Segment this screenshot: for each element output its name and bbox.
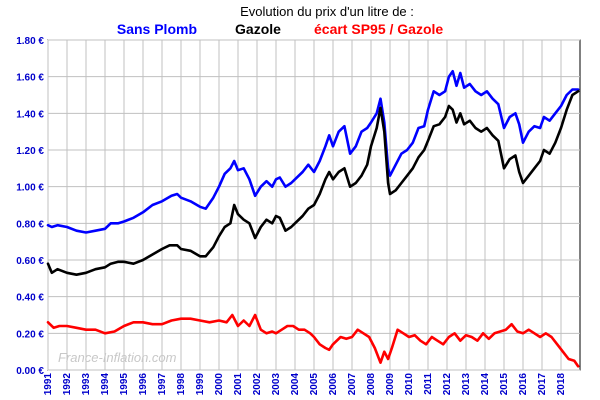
x-tick-label: 2002: [252, 373, 263, 396]
y-tick-label: 0.40 €: [16, 293, 44, 304]
x-tick-label: 2009: [385, 373, 396, 396]
x-tick-label: 1996: [138, 373, 149, 396]
x-tick-label: 2015: [499, 373, 510, 396]
legend-ecart: écart SP95 / Gazole: [314, 21, 443, 37]
x-tick-label: 2010: [404, 373, 415, 396]
x-tick-label: 2000: [214, 373, 225, 396]
x-tick-label: 2004: [290, 373, 301, 396]
y-axis: 0.00 € 0.20 € 0.40 € 0.60 € 0.80 € 1.00 € 1.20…: [16, 36, 44, 377]
x-tick-label: 1995: [119, 373, 130, 396]
legend-gazole: Gazole: [235, 21, 281, 37]
series-line-gazole: [46, 90, 580, 276]
legend-sans-plomb: Sans Plomb: [117, 21, 197, 37]
y-tick-label: 0.20 €: [16, 329, 44, 340]
x-tick-label: 2001: [233, 373, 244, 396]
x-tick-label: 2014: [480, 373, 491, 396]
x-tick-label: 1994: [100, 373, 111, 396]
x-tick-label: 1999: [195, 373, 206, 396]
x-axis: 1991 1992 1993 1994 1995 1996 1997 1998 1999 2000…: [43, 373, 567, 396]
watermark: France-Inflation.com: [58, 350, 177, 365]
y-tick-label: 0.80 €: [16, 219, 44, 230]
y-tick-label: 1.60 €: [16, 73, 44, 84]
y-tick-label: 1.20 €: [16, 146, 44, 157]
y-tick-label: 1.00 €: [16, 183, 44, 194]
gridlines: [47, 39, 580, 371]
y-tick-label: 1.40 €: [16, 109, 44, 120]
x-tick-label: 2005: [309, 373, 320, 396]
x-tick-label: 2013: [461, 373, 472, 396]
series-group: [46, 69, 580, 368]
x-tick-label: 1997: [157, 373, 168, 396]
x-tick-label: 2003: [271, 373, 282, 396]
y-tick-label: 1.80 €: [16, 36, 44, 47]
chart-title: Evolution du prix d'un litre de :: [240, 4, 414, 19]
x-tick-label: 1998: [176, 373, 187, 396]
y-tick-label: 0.00 €: [16, 366, 44, 377]
x-tick-label: 1992: [62, 373, 73, 396]
x-tick-label: 2006: [328, 373, 339, 396]
x-tick-label: 2008: [366, 373, 377, 396]
x-tick-label: 1993: [81, 373, 92, 396]
x-tick-label: 2011: [423, 373, 434, 395]
x-tick-label: 1991: [43, 373, 54, 396]
x-tick-label: 2012: [442, 373, 453, 396]
x-tick-label: 2016: [518, 373, 529, 396]
y-tick-label: 0.60 €: [16, 256, 44, 267]
x-tick-label: 2018: [556, 373, 567, 396]
x-tick-label: 2017: [537, 373, 548, 396]
series-line-ecart: [46, 313, 580, 368]
x-tick-label: 2007: [347, 373, 358, 396]
series-line-sans-plomb: [46, 69, 580, 234]
